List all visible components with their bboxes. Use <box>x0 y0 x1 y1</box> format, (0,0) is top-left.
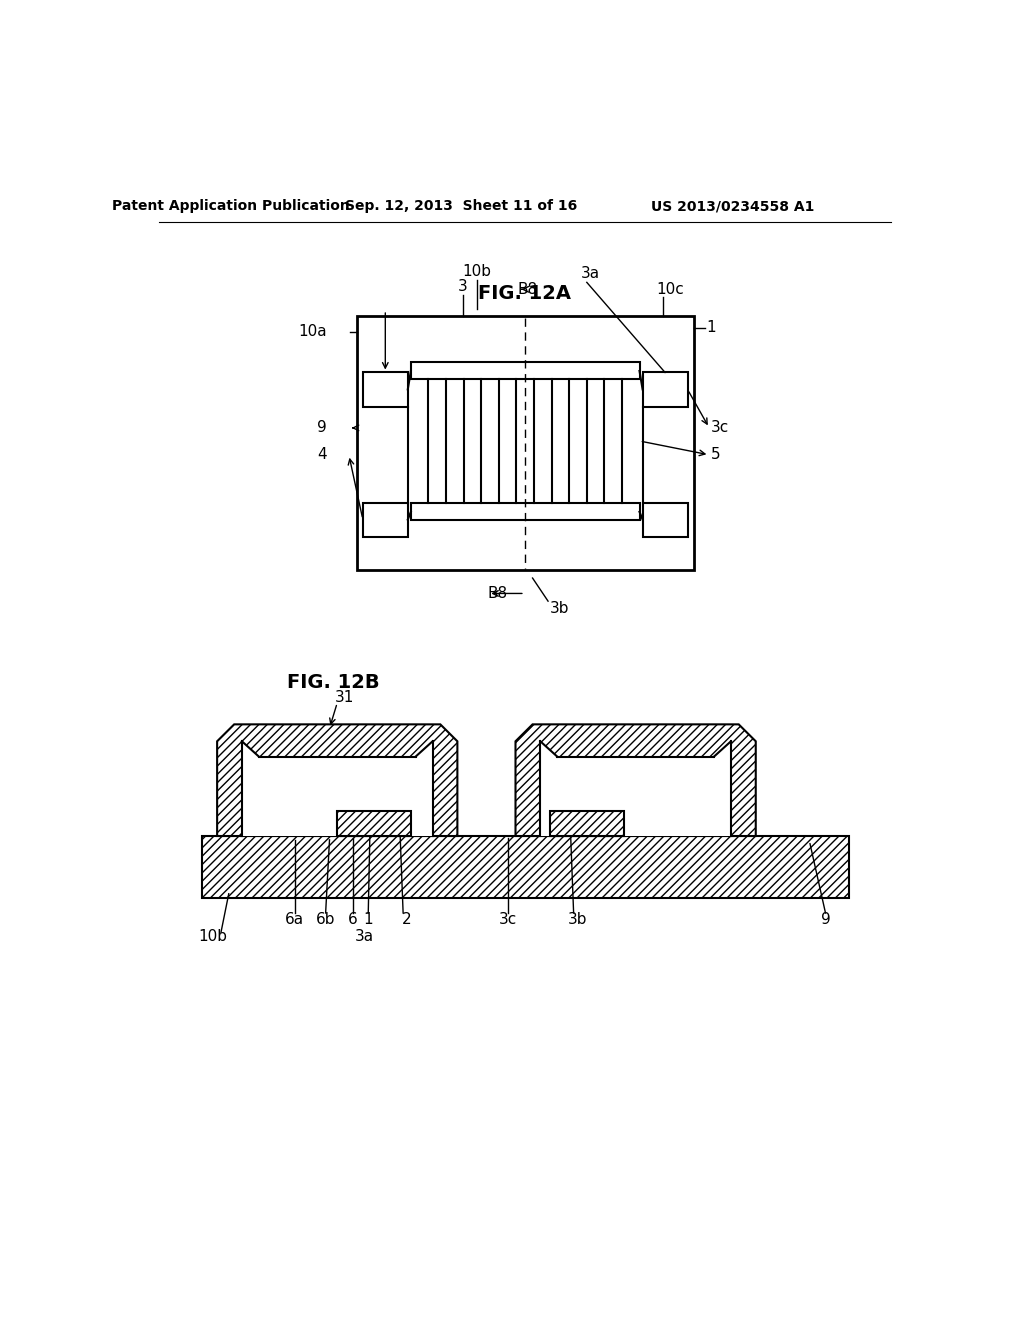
Text: 6: 6 <box>348 912 357 927</box>
Text: Patent Application Publication: Patent Application Publication <box>113 199 350 213</box>
Text: 3: 3 <box>458 280 468 294</box>
Text: 1: 1 <box>706 321 716 335</box>
Bar <box>411 363 640 379</box>
Text: B8: B8 <box>487 586 508 601</box>
Text: 31: 31 <box>335 690 354 705</box>
Text: 3c: 3c <box>499 912 517 927</box>
Bar <box>411 503 640 520</box>
Bar <box>356 317 693 570</box>
Text: 1: 1 <box>364 912 373 927</box>
Text: 6b: 6b <box>315 912 336 927</box>
Polygon shape <box>242 742 432 836</box>
Polygon shape <box>515 725 756 836</box>
Text: 3b: 3b <box>567 912 587 927</box>
Text: 5: 5 <box>711 447 721 462</box>
Text: 10b: 10b <box>462 264 492 279</box>
Bar <box>550 810 624 836</box>
Text: 9: 9 <box>317 420 328 436</box>
Bar <box>337 810 411 836</box>
Text: 3b: 3b <box>550 602 569 616</box>
Text: 3a: 3a <box>581 267 600 281</box>
Text: 3c: 3c <box>711 420 729 436</box>
Text: US 2013/0234558 A1: US 2013/0234558 A1 <box>651 199 814 213</box>
Text: 10a: 10a <box>299 325 328 339</box>
Text: 6a: 6a <box>285 912 304 927</box>
Bar <box>362 372 408 407</box>
Bar <box>643 372 687 407</box>
Text: 9: 9 <box>820 912 830 927</box>
Bar <box>643 503 687 537</box>
Bar <box>202 836 849 898</box>
Polygon shape <box>541 742 731 836</box>
Text: 2: 2 <box>402 912 412 927</box>
Text: Sep. 12, 2013  Sheet 11 of 16: Sep. 12, 2013 Sheet 11 of 16 <box>345 199 578 213</box>
Text: 10b: 10b <box>199 928 227 944</box>
Text: 4: 4 <box>317 447 328 462</box>
Bar <box>362 503 408 537</box>
Polygon shape <box>217 725 458 836</box>
Text: 3a: 3a <box>354 928 374 944</box>
Text: FIG. 12B: FIG. 12B <box>287 672 380 692</box>
Text: 10c: 10c <box>656 281 684 297</box>
Text: B8: B8 <box>517 281 538 297</box>
Text: FIG. 12A: FIG. 12A <box>478 284 571 302</box>
